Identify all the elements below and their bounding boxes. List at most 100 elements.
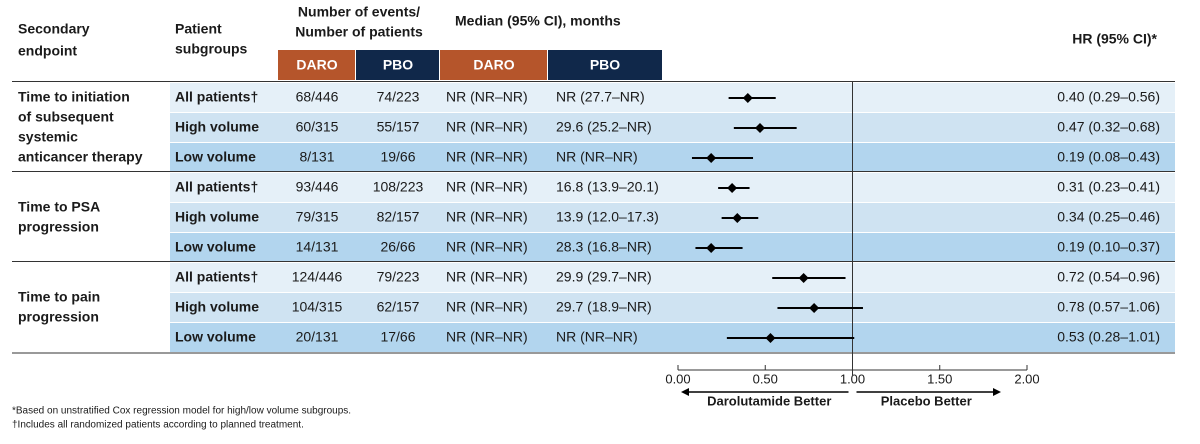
row-band (170, 263, 1175, 292)
arm-header-box (278, 50, 355, 80)
header: Number of events/ (298, 4, 420, 20)
header: endpoint (18, 43, 77, 59)
x-tick-label: 2.00 (1014, 371, 1039, 386)
median: 28.3 (16.8–NR) (556, 239, 652, 255)
events: 82/157 (377, 209, 420, 225)
subgroup: Low volume (175, 329, 256, 345)
x-tick-label: 0.00 (665, 371, 690, 386)
median: NR (NR–NR) (446, 149, 528, 165)
endpoint: Time to initiation (18, 89, 130, 105)
events: 14/131 (296, 239, 339, 255)
events: 55/157 (377, 119, 420, 135)
arm-header: DARO (296, 57, 337, 73)
hr-label: 0.19 (0.10–0.37) (1057, 239, 1160, 255)
x-tick-label: 1.00 (840, 371, 865, 386)
median: NR (NR–NR) (446, 239, 528, 255)
subgroup: Low volume (175, 239, 256, 255)
events: 8/131 (299, 149, 334, 165)
arm-header: PBO (383, 57, 413, 73)
subgroup: Low volume (175, 149, 256, 165)
hr-label: 0.72 (0.54–0.96) (1057, 269, 1160, 285)
hr-point (727, 183, 738, 193)
subgroup: All patients† (175, 269, 258, 285)
header: Secondary (18, 21, 90, 37)
subgroup: High volume (175, 119, 259, 135)
median: NR (NR–NR) (446, 269, 528, 285)
endpoint: Time to pain (18, 289, 100, 305)
events: 68/446 (296, 89, 339, 105)
row-band (170, 233, 1175, 262)
endpoint: anticancer therapy (18, 149, 143, 165)
events: 79/315 (296, 209, 339, 225)
header: subgroups (175, 41, 248, 57)
hr-label: 0.19 (0.08–0.43) (1057, 149, 1160, 165)
row-band (170, 143, 1175, 172)
row-band (170, 173, 1175, 202)
median: 13.9 (12.0–17.3) (556, 209, 659, 225)
arm-header: PBO (590, 57, 620, 73)
median: NR (NR–NR) (556, 329, 638, 345)
header: HR (95% CI)* (1072, 31, 1157, 47)
subgroup: All patients† (175, 179, 258, 195)
events: 108/223 (373, 179, 424, 195)
x-tick-label: 1.50 (927, 371, 952, 386)
footnote: †Includes all randomized patients accord… (12, 420, 304, 431)
events: 17/66 (380, 329, 415, 345)
median: 16.8 (13.9–20.1) (556, 179, 659, 195)
hr-point (706, 243, 717, 253)
events: 26/66 (380, 239, 415, 255)
header: Number of patients (295, 24, 423, 40)
endpoint: progression (18, 309, 99, 325)
endpoint: Time to PSA (18, 199, 100, 215)
header: Patient (175, 21, 222, 37)
header: Median (95% CI), months (455, 13, 621, 29)
events: 74/223 (377, 89, 420, 105)
hr-point (755, 123, 766, 133)
arrow-head (681, 388, 689, 396)
arrow-head (993, 388, 1001, 396)
events: 19/66 (380, 149, 415, 165)
subgroup: High volume (175, 299, 259, 315)
median: NR (NR–NR) (446, 89, 528, 105)
arm-header: DARO (473, 57, 514, 73)
hr-point (732, 213, 743, 223)
direction-label: Darolutamide Better (707, 393, 831, 408)
events: 79/223 (377, 269, 420, 285)
median: 29.6 (25.2–NR) (556, 119, 652, 135)
events: 104/315 (292, 299, 343, 315)
median: NR (NR–NR) (446, 299, 528, 315)
median: NR (NR–NR) (446, 209, 528, 225)
hr-point (765, 333, 776, 343)
events: 62/157 (377, 299, 420, 315)
events: 124/446 (292, 269, 343, 285)
hr-label: 0.31 (0.23–0.41) (1057, 179, 1160, 195)
median: 29.9 (29.7–NR) (556, 269, 652, 285)
x-tick-label: 0.50 (753, 371, 778, 386)
median: 29.7 (18.9–NR) (556, 299, 652, 315)
events: 20/131 (296, 329, 339, 345)
arm-header-box (440, 50, 547, 80)
median: NR (27.7–NR) (556, 89, 645, 105)
hr-label: 0.40 (0.29–0.56) (1057, 89, 1160, 105)
hr-point (706, 153, 717, 163)
row-band (170, 323, 1175, 352)
row-band (170, 113, 1175, 142)
direction-label: Placebo Better (881, 393, 972, 408)
median: NR (NR–NR) (446, 179, 528, 195)
row-band (170, 293, 1175, 322)
endpoint: progression (18, 219, 99, 235)
endpoint: systemic (18, 129, 78, 145)
endpoint: of subsequent (18, 109, 114, 125)
hr-label: 0.47 (0.32–0.68) (1057, 119, 1160, 135)
subgroup: High volume (175, 209, 259, 225)
median: NR (NR–NR) (556, 149, 638, 165)
median: NR (NR–NR) (446, 329, 528, 345)
row-band (170, 203, 1175, 232)
arm-header-box (548, 50, 662, 80)
hr-point (798, 273, 809, 283)
arm-header-box (356, 50, 439, 80)
events: 93/446 (296, 179, 339, 195)
hr-point (809, 303, 820, 313)
median: NR (NR–NR) (446, 119, 528, 135)
